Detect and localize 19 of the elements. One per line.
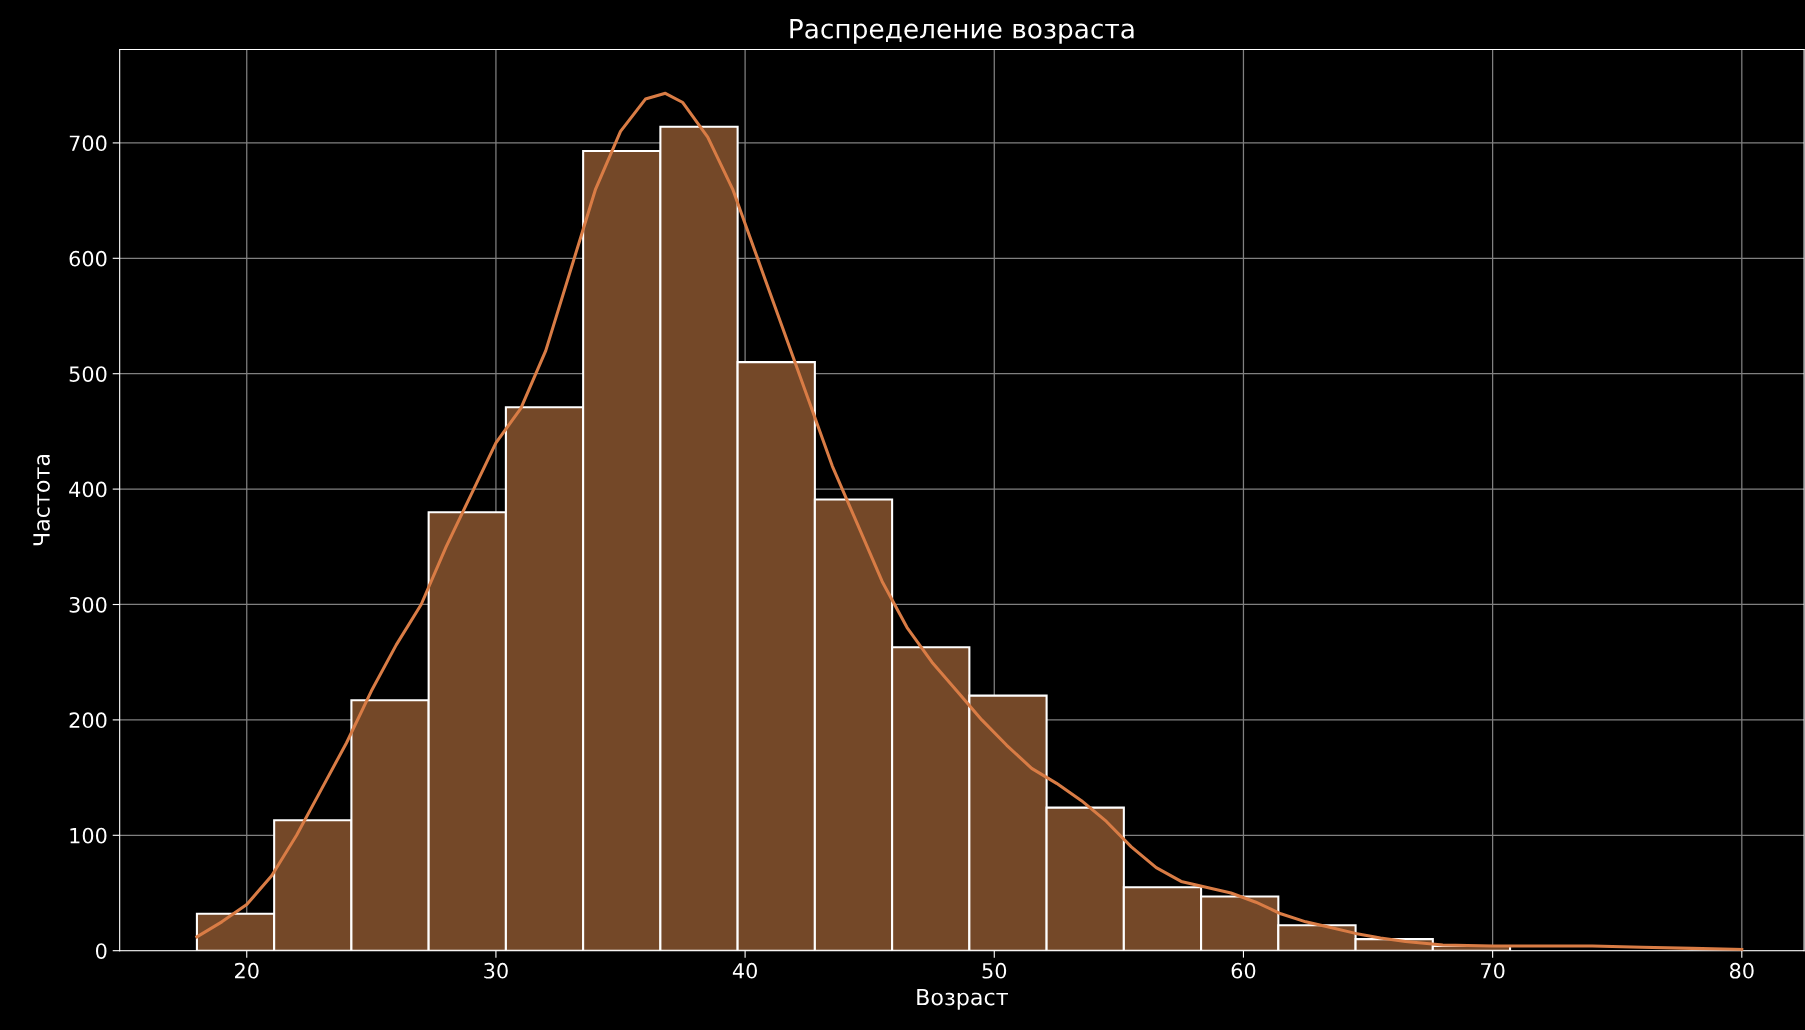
x-tick-label: 70 [1481, 962, 1505, 979]
x-tick-label: 50 [982, 962, 1007, 979]
chart-title: Распределение возраста [790, 19, 1134, 44]
y-tick-label: 500 [69, 366, 107, 382]
y-tick-label: 600 [69, 250, 107, 267]
y-axis-title: Частота [33, 455, 50, 546]
x-tick-label: 40 [732, 962, 757, 979]
line-series [195, 91, 1744, 951]
y-tick-label: 400 [69, 481, 107, 498]
y-tick-label: 700 [69, 135, 107, 152]
y-tick-label: 200 [69, 712, 107, 729]
y-tick-label: 100 [70, 827, 107, 844]
x-tick-label: 30 [484, 962, 508, 979]
x-tick-label: 80 [1729, 962, 1754, 979]
y-tick-label: 0 [95, 943, 107, 959]
x-tick-label: 20 [235, 962, 259, 979]
y-tick-label: 300 [69, 596, 107, 613]
x-tick-label: 60 [1231, 962, 1256, 979]
x-axis-title: Возраст [917, 988, 1008, 1010]
